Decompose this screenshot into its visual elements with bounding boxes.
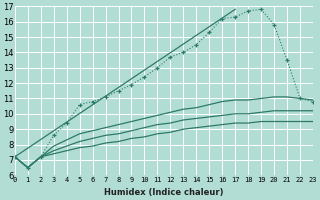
X-axis label: Humidex (Indice chaleur): Humidex (Indice chaleur) [104,188,224,197]
